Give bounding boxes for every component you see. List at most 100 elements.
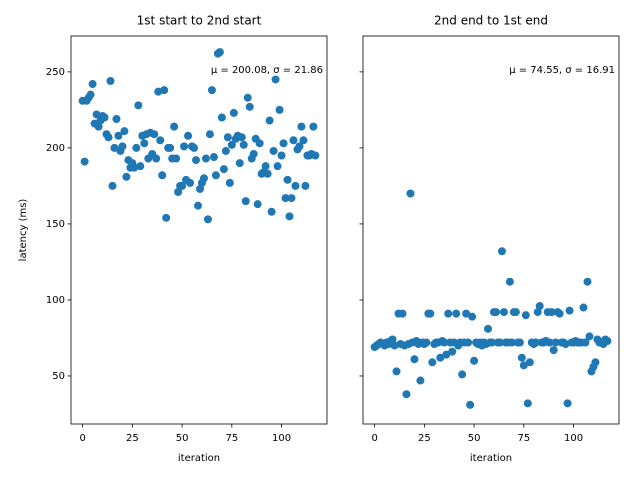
point: [301, 181, 310, 190]
point: [273, 162, 282, 171]
point: [112, 115, 121, 124]
point: [180, 142, 189, 151]
point: [279, 139, 288, 148]
point: [215, 48, 224, 57]
point: [581, 338, 590, 347]
point: [402, 390, 411, 399]
point: [487, 338, 496, 347]
point: [108, 181, 117, 190]
point: [122, 172, 131, 181]
point: [291, 181, 300, 190]
point: [283, 175, 292, 184]
point: [462, 309, 471, 318]
x-tick-label: 25: [126, 433, 139, 444]
point: [170, 122, 179, 131]
point: [201, 154, 210, 163]
point: [422, 338, 431, 347]
point: [549, 346, 558, 355]
y-tick-label: 200: [46, 143, 65, 154]
point: [114, 131, 123, 140]
y-tick-label: 250: [46, 67, 65, 78]
point: [444, 309, 453, 318]
axes-frame: [70, 35, 328, 425]
point: [533, 308, 542, 317]
point: [428, 358, 437, 367]
point: [545, 338, 554, 347]
point: [555, 309, 564, 318]
point: [398, 309, 407, 318]
point: [261, 162, 270, 171]
point: [205, 130, 214, 139]
point: [497, 247, 506, 256]
point: [519, 361, 528, 370]
point: [436, 353, 445, 362]
chart-title: 1st start to 2nd start: [137, 14, 262, 28]
annotation: μ = 200.08, σ = 21.86: [211, 65, 323, 76]
point: [190, 143, 199, 152]
x-tick-label: 50: [176, 433, 189, 444]
point: [211, 171, 220, 180]
x-tick-label: 100: [272, 433, 291, 444]
point: [239, 140, 248, 149]
point: [253, 200, 262, 209]
point: [225, 178, 234, 187]
point: [263, 169, 272, 178]
point: [531, 338, 540, 347]
point: [227, 140, 236, 149]
point: [241, 197, 250, 206]
point: [535, 302, 544, 311]
point: [547, 308, 556, 317]
x-tick-label: 100: [564, 433, 583, 444]
point: [406, 189, 415, 198]
point: [106, 77, 115, 86]
point: [448, 347, 457, 356]
point: [120, 127, 129, 136]
point: [523, 399, 532, 408]
point: [442, 350, 451, 359]
point: [140, 139, 149, 148]
point: [265, 116, 274, 125]
point: [223, 133, 232, 142]
point: [499, 308, 508, 317]
point: [289, 136, 298, 145]
point: [186, 178, 195, 187]
annotation: μ = 74.55, σ = 16.91: [509, 65, 615, 76]
x-tick-label: 75: [225, 433, 238, 444]
point: [219, 165, 228, 174]
x-tick-label: 50: [468, 433, 481, 444]
point: [277, 151, 286, 160]
point: [132, 143, 141, 152]
point: [297, 122, 306, 131]
point: [94, 122, 103, 131]
point: [192, 156, 201, 165]
point: [86, 90, 95, 99]
point: [255, 139, 264, 148]
x-tick-label: 25: [418, 433, 431, 444]
point: [426, 309, 435, 318]
point: [100, 113, 109, 122]
point: [245, 102, 254, 111]
point: [235, 159, 244, 168]
point: [517, 353, 526, 362]
point: [392, 367, 401, 376]
point: [160, 86, 169, 95]
point: [505, 277, 514, 286]
y-tick-label: 100: [46, 295, 65, 306]
point: [199, 174, 208, 183]
point: [209, 153, 218, 162]
point: [388, 335, 397, 344]
point: [221, 146, 230, 155]
point: [80, 157, 89, 166]
point: [458, 370, 467, 379]
x-axis-label: iteration: [178, 453, 220, 464]
x-tick-label: 75: [517, 433, 530, 444]
point: [511, 308, 520, 317]
point: [207, 86, 216, 95]
point: [468, 312, 477, 321]
x-axis-label: iteration: [470, 453, 512, 464]
point: [311, 151, 320, 160]
point: [515, 338, 524, 347]
point: [172, 154, 181, 163]
point: [136, 162, 145, 171]
point: [484, 324, 493, 333]
